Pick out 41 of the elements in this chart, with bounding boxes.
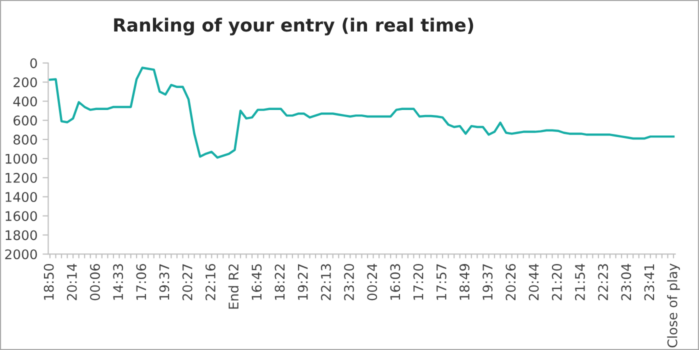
x-tick-label: 18:22 — [274, 264, 285, 300]
x-tick-label: End R2 — [228, 264, 239, 309]
y-tick-label: 1800 — [6, 230, 37, 240]
x-tick-label: 17:06 — [136, 264, 146, 300]
x-tick-label: 23:20 — [344, 264, 354, 300]
x-tick-label: 18:49 — [460, 264, 470, 300]
x-tick-label: 20:27 — [182, 264, 192, 300]
x-tick-label: 18:50 — [44, 264, 54, 300]
y-tick-label: 1200 — [6, 172, 37, 183]
x-tick-label: 16:03 — [390, 264, 400, 300]
chart-title: Ranking of your entry (in real time) — [114, 18, 474, 36]
line-series — [48, 66, 675, 159]
x-tick-label: 20:44 — [528, 264, 539, 300]
x-tick-label: 23:04 — [621, 264, 632, 300]
x-tick-label: 19:37 — [159, 264, 170, 300]
x-tick-label: 22:13 — [320, 264, 331, 300]
x-tick-label: 21:20 — [552, 264, 562, 300]
x-tick-label: 17:20 — [413, 264, 424, 300]
y-tick-label: 600 — [14, 116, 37, 126]
y-tick-label: 1600 — [6, 211, 37, 222]
x-tick-label: 22:23 — [598, 264, 608, 300]
y-tick-label: 2000 — [5, 249, 37, 260]
x-tick-label: 00:24 — [367, 264, 378, 300]
x-tick-label: Close of play — [667, 264, 680, 348]
x-tick-label: 19:37 — [482, 264, 493, 300]
x-tick-label: 19:27 — [298, 264, 308, 300]
y-tick-label: 400 — [13, 96, 37, 106]
x-tick-label: 23:41 — [644, 264, 654, 300]
x-tick-label: 00:06 — [90, 264, 100, 300]
x-tick-label: 14:33 — [113, 264, 124, 300]
y-tick-label: 1000 — [6, 154, 37, 164]
x-tick-label: 20:14 — [66, 264, 77, 300]
y-tick-label: 0 — [30, 58, 37, 68]
x-tick-label: 22:16 — [205, 264, 216, 300]
x-tick-label: 20:26 — [506, 264, 516, 300]
x-tick-label: 16:45 — [252, 264, 262, 300]
x-tick-label: 21:54 — [574, 264, 585, 300]
y-tick-label: 1400 — [6, 192, 37, 202]
y-tick-label: 800 — [14, 134, 37, 145]
y-tick-label: 200 — [14, 77, 37, 88]
x-tick-label: 17:57 — [436, 264, 446, 300]
